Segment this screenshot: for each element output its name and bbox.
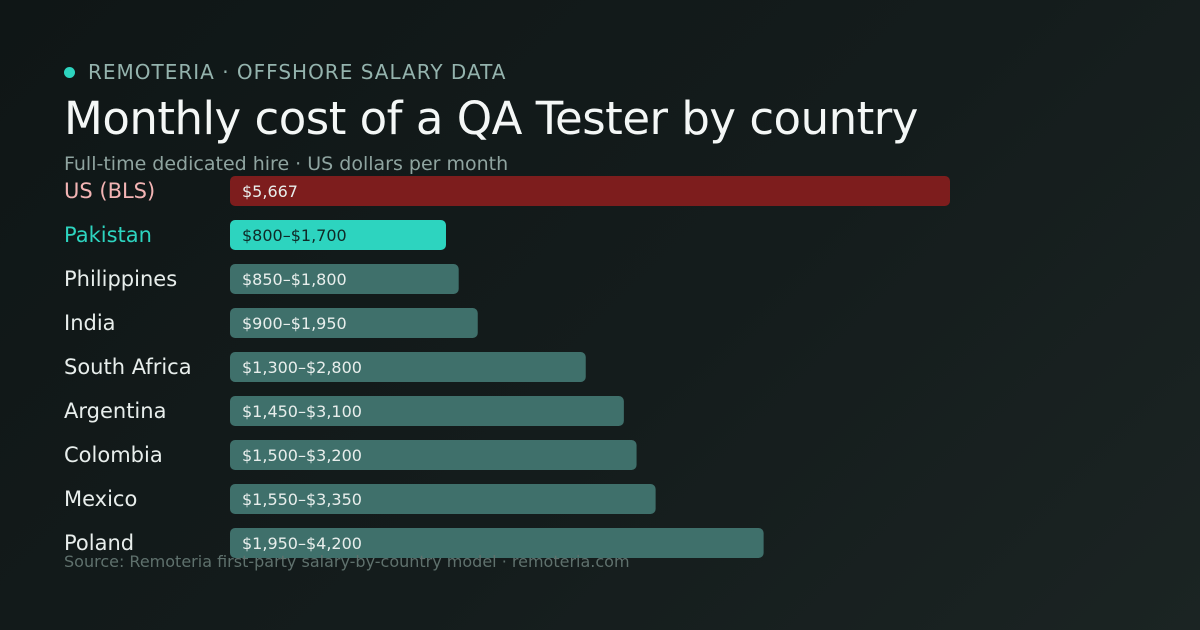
chart-subtitle: Full-time dedicated hire · US dollars pe… [64, 153, 509, 175]
bar-value-label: $1,950–$4,200 [242, 534, 362, 553]
chart-title: Monthly cost of a QA Tester by country [64, 92, 918, 145]
brand-row: REMOTERIA · OFFSHORE SALARY DATA [64, 58, 506, 86]
bar-value-label: $800–$1,700 [242, 226, 347, 245]
bar [230, 484, 656, 514]
bar [230, 352, 586, 382]
bar-row: Pakistan $800–$1,700 [64, 220, 446, 250]
bar-value-label: $1,300–$2,800 [242, 358, 362, 377]
bar-value-label: $5,667 [242, 182, 298, 201]
bar-row: Mexico $1,550–$3,350 [64, 484, 656, 514]
bar-value-label: $900–$1,950 [242, 314, 347, 333]
bar-row: India $900–$1,950 [64, 308, 478, 338]
bar-row: Colombia $1,500–$3,200 [64, 440, 637, 470]
source-note: Source: Remoteria first-party salary-by-… [64, 552, 630, 571]
header: REMOTERIA · OFFSHORE SALARY DATA [64, 58, 506, 86]
bar-row: Poland $1,950–$4,200 [64, 528, 764, 558]
bar [230, 220, 446, 250]
category-label: Pakistan [64, 223, 152, 247]
category-label: Mexico [64, 487, 137, 511]
bar [230, 396, 624, 426]
category-label: India [64, 311, 116, 335]
bar [230, 264, 459, 294]
category-label: US (BLS) [64, 179, 155, 203]
bar-value-label: $1,550–$3,350 [242, 490, 362, 509]
bar-row: Philippines $850–$1,800 [64, 264, 459, 294]
category-label: South Africa [64, 355, 192, 379]
bar-value-label: $850–$1,800 [242, 270, 347, 289]
category-label: Colombia [64, 443, 163, 467]
brand-dot-icon [64, 66, 75, 78]
bar-row: South Africa $1,300–$2,800 [64, 352, 586, 382]
brand-label: REMOTERIA · OFFSHORE SALARY DATA [88, 60, 507, 84]
bar [230, 440, 637, 470]
bar-row: Argentina $1,450–$3,100 [64, 396, 624, 426]
bar [230, 528, 764, 558]
bar-row: US (BLS) $5,667 [64, 176, 950, 206]
bar [230, 176, 950, 206]
category-label: Argentina [64, 399, 166, 423]
bar-value-label: $1,450–$3,100 [242, 402, 362, 421]
bar-value-label: $1,500–$3,200 [242, 446, 362, 465]
category-label: Poland [64, 531, 134, 555]
category-label: Philippines [64, 267, 177, 291]
bar [230, 308, 478, 338]
